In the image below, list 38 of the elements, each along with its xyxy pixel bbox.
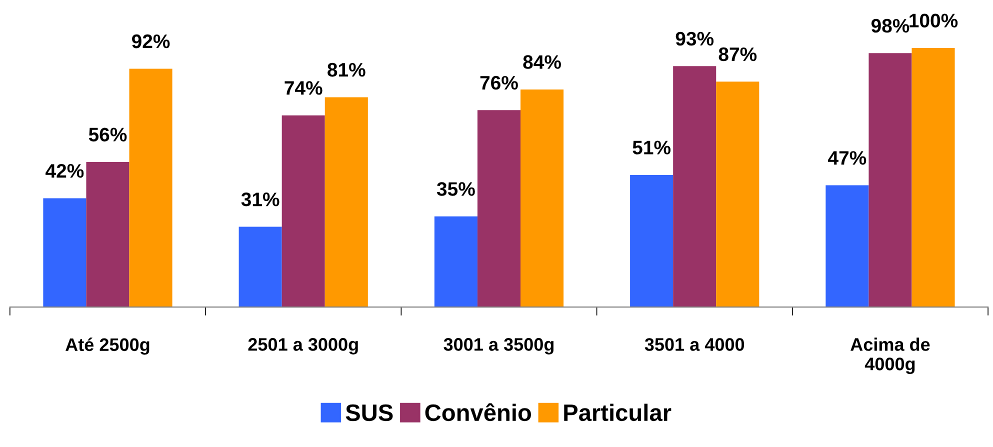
bar [826,185,869,308]
data-label: 84% [523,55,561,69]
x-tick-label: Até 2500g [66,338,150,355]
bar [630,174,674,308]
bar [86,162,130,308]
bar [129,68,172,308]
data-label: 56% [88,128,127,142]
bar [238,226,282,308]
data-label: 87% [718,47,757,62]
data-label: 47% [828,151,866,165]
legend-label: SUS [346,404,393,422]
data-label: 51% [632,140,671,154]
data-label: 74% [284,81,322,95]
bar [868,53,912,308]
x-tick-label: 3501 a 4000 [644,338,744,351]
x-tick-label: 3001 a 3500g [444,338,554,354]
data-label: 35% [436,182,475,196]
bar [43,198,86,308]
legend-label: Convênio [425,403,531,422]
bar [520,89,564,308]
x-tick-label: Acima de 4000g [850,338,930,374]
data-label: 100% [910,14,958,28]
bar [912,48,955,308]
data-label: 76% [480,76,518,90]
x-tick-label: 2501 a 3000g [248,338,358,354]
data-label: 98% [871,18,910,33]
data-label: 93% [676,32,714,46]
bar [434,216,478,308]
bar [324,97,368,308]
legend-label: Particular [564,404,672,422]
data-label: 42% [46,164,84,178]
data-label: 81% [328,62,366,77]
data-label: 92% [132,34,170,48]
data-label: 31% [241,192,280,206]
bar [477,110,520,308]
bar [673,66,716,308]
bar [282,115,325,308]
bar [716,82,760,308]
